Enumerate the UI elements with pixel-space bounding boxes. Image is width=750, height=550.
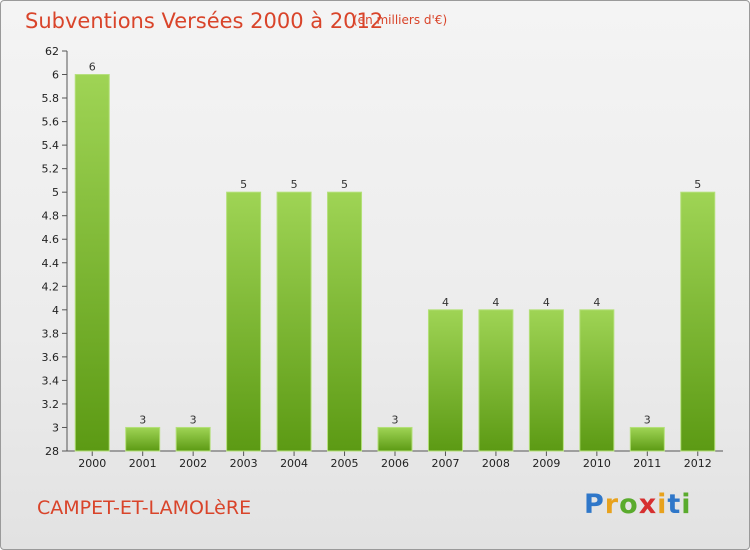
- x-tick-label-2006: 2006: [381, 457, 409, 470]
- data-label-2012: 5: [694, 178, 701, 191]
- x-tick-label-2012: 2012: [684, 457, 712, 470]
- data-label-2011: 3: [644, 413, 651, 426]
- y-tick-label: 5.8: [42, 92, 60, 105]
- bar-2001: [125, 426, 161, 452]
- data-label-2007: 4: [442, 296, 449, 309]
- commune-name: CAMPET-ET-LAMOLèRE: [37, 497, 252, 519]
- y-tick-label: 5.2: [42, 163, 60, 176]
- data-label-2004: 5: [291, 178, 298, 191]
- unit-note: (en milliers d'€): [353, 13, 448, 27]
- x-tick-label-2007: 2007: [431, 457, 459, 470]
- y-tick-label: 4.6: [42, 233, 60, 246]
- x-tick-label-2010: 2010: [583, 457, 611, 470]
- data-label-2006: 3: [392, 413, 399, 426]
- y-tick-label: 6: [52, 69, 59, 82]
- x-tick-label-2008: 2008: [482, 457, 510, 470]
- x-tick-label-2004: 2004: [280, 457, 308, 470]
- proxiti-logo: Proxiti: [584, 489, 692, 520]
- y-tick-label: 3: [52, 421, 59, 434]
- y-tick-label: 3.4: [42, 374, 60, 387]
- x-tick-label-2011: 2011: [633, 457, 661, 470]
- bar-2005: [327, 191, 363, 452]
- x-tick-label-2005: 2005: [331, 457, 359, 470]
- x-tick-label-2001: 2001: [129, 457, 157, 470]
- bar-2003: [226, 191, 262, 452]
- y-tick-label: 4: [52, 304, 59, 317]
- data-label-2009: 4: [543, 296, 550, 309]
- bar-2004: [276, 191, 312, 452]
- bar-2002: [175, 426, 211, 452]
- bar-2009: [528, 309, 564, 452]
- bar-2012: [680, 191, 716, 452]
- data-label-2001: 3: [139, 413, 146, 426]
- y-tick-label: 5.6: [42, 116, 60, 129]
- bar-2011: [629, 426, 665, 452]
- data-label-2005: 5: [341, 178, 348, 191]
- x-tick-label-2002: 2002: [179, 457, 207, 470]
- x-tick-label-2000: 2000: [78, 457, 106, 470]
- data-label-2003: 5: [240, 178, 247, 191]
- y-tick-label: 62: [45, 45, 59, 58]
- bar-2006: [377, 426, 413, 452]
- x-tick-label-2009: 2009: [532, 457, 560, 470]
- y-tick-label: 4.4: [42, 257, 60, 270]
- bar-2007: [427, 309, 463, 452]
- bar-2000: [74, 74, 110, 452]
- y-tick-label: 28: [45, 445, 59, 458]
- y-tick-label: 4.2: [42, 280, 60, 293]
- data-label-2002: 3: [190, 413, 197, 426]
- bar-2008: [478, 309, 514, 452]
- bar-2010: [579, 309, 615, 452]
- x-tick-label-2003: 2003: [230, 457, 258, 470]
- data-label-2010: 4: [593, 296, 600, 309]
- y-tick-label: 3.6: [42, 351, 60, 364]
- chart-title: Subventions Versées 2000 à 2012: [25, 9, 384, 33]
- data-label-2008: 4: [492, 296, 499, 309]
- y-tick-label: 3.2: [42, 398, 60, 411]
- y-tick-label: 5.4: [42, 139, 60, 152]
- y-tick-label: 4.8: [42, 210, 60, 223]
- y-tick-label: 3.8: [42, 327, 60, 340]
- data-label-2000: 6: [89, 61, 96, 74]
- y-tick-label: 5: [52, 186, 59, 199]
